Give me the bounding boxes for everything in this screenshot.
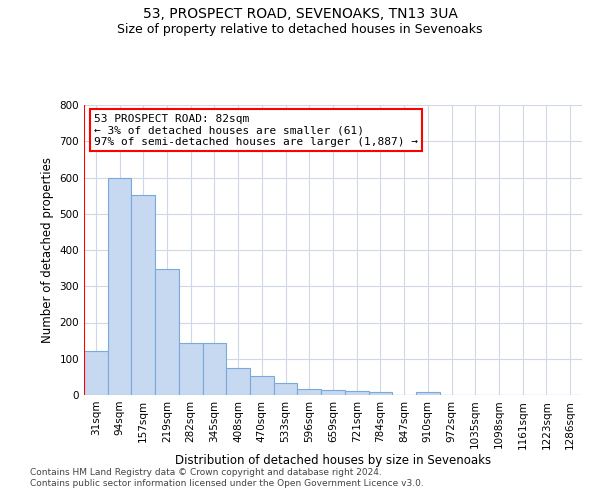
Text: Contains HM Land Registry data © Crown copyright and database right 2024.
Contai: Contains HM Land Registry data © Crown c… [30, 468, 424, 487]
Bar [203, 343, 226, 395]
Bar [179, 343, 203, 395]
Bar [345, 390, 368, 395]
Text: 53 PROSPECT ROAD: 82sqm
← 3% of detached houses are smaller (61)
97% of semi-det: 53 PROSPECT ROAD: 82sqm ← 3% of detached… [94, 114, 418, 147]
Bar [155, 269, 179, 395]
Text: 53, PROSPECT ROAD, SEVENOAKS, TN13 3UA: 53, PROSPECT ROAD, SEVENOAKS, TN13 3UA [143, 8, 457, 22]
Bar [368, 392, 392, 395]
Text: Size of property relative to detached houses in Sevenoaks: Size of property relative to detached ho… [117, 22, 483, 36]
Bar [250, 376, 274, 395]
X-axis label: Distribution of detached houses by size in Sevenoaks: Distribution of detached houses by size … [175, 454, 491, 467]
Bar [84, 351, 108, 395]
Bar [108, 178, 131, 395]
Bar [298, 389, 321, 395]
Y-axis label: Number of detached properties: Number of detached properties [41, 157, 54, 343]
Bar [226, 368, 250, 395]
Bar [416, 392, 440, 395]
Bar [274, 384, 298, 395]
Bar [131, 194, 155, 395]
Bar [321, 390, 345, 395]
